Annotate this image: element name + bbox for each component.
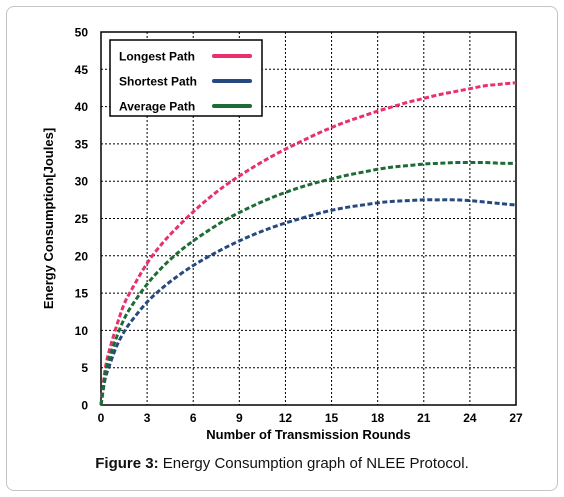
series-line-longest-path	[99, 81, 517, 406]
series-lines	[99, 81, 517, 406]
x-tick-label: 3	[144, 411, 151, 425]
x-tick-label: 21	[417, 411, 431, 425]
legend-label-average-path: Average Path	[119, 100, 195, 114]
legend-label-longest-path: Longest Path	[119, 50, 195, 64]
figure-caption: Figure 3: Energy Consumption graph of NL…	[0, 455, 564, 472]
y-tick-label: 5	[81, 361, 88, 375]
y-tick-label: 50	[75, 26, 89, 40]
series-line-shortest-path	[99, 198, 517, 406]
caption-text: Energy Consumption graph of NLEE Protoco…	[162, 455, 469, 472]
x-tick-label: 12	[279, 411, 293, 425]
x-tick-label: 0	[98, 411, 105, 425]
legend-box	[109, 39, 263, 117]
legend-label-shortest-path: Shortest Path	[119, 75, 197, 89]
y-tick-label: 25	[75, 212, 89, 226]
axis-ticks: 0 5 10 15 20 25 30 35 40 45 50 0 3 6 9 12 15 18 21 24 27	[75, 26, 523, 426]
y-tick-label: 0	[81, 399, 88, 413]
y-tick-label: 15	[75, 287, 89, 301]
y-tick-label: 35	[75, 137, 89, 151]
legend: Longest Path Shortest Path Average Path	[109, 39, 263, 117]
figure-frame	[6, 6, 558, 491]
x-tick-label: 24	[463, 411, 477, 425]
y-tick-label: 30	[75, 175, 89, 189]
y-axis-label: Energy Consumption[Joules]	[41, 128, 56, 309]
x-tick-label: 18	[371, 411, 385, 425]
x-tick-label: 9	[236, 411, 243, 425]
y-tick-label: 45	[75, 63, 89, 77]
x-tick-label: 27	[509, 411, 523, 425]
y-tick-label: 40	[75, 100, 89, 114]
y-tick-label: 10	[75, 324, 89, 338]
caption-label: Figure 3:	[95, 455, 159, 472]
x-tick-label: 6	[190, 411, 197, 425]
y-tick-label: 20	[75, 249, 89, 263]
x-tick-label: 15	[325, 411, 339, 425]
x-axis-label: Number of Transmission Rounds	[206, 427, 410, 442]
plot-area	[100, 31, 517, 406]
